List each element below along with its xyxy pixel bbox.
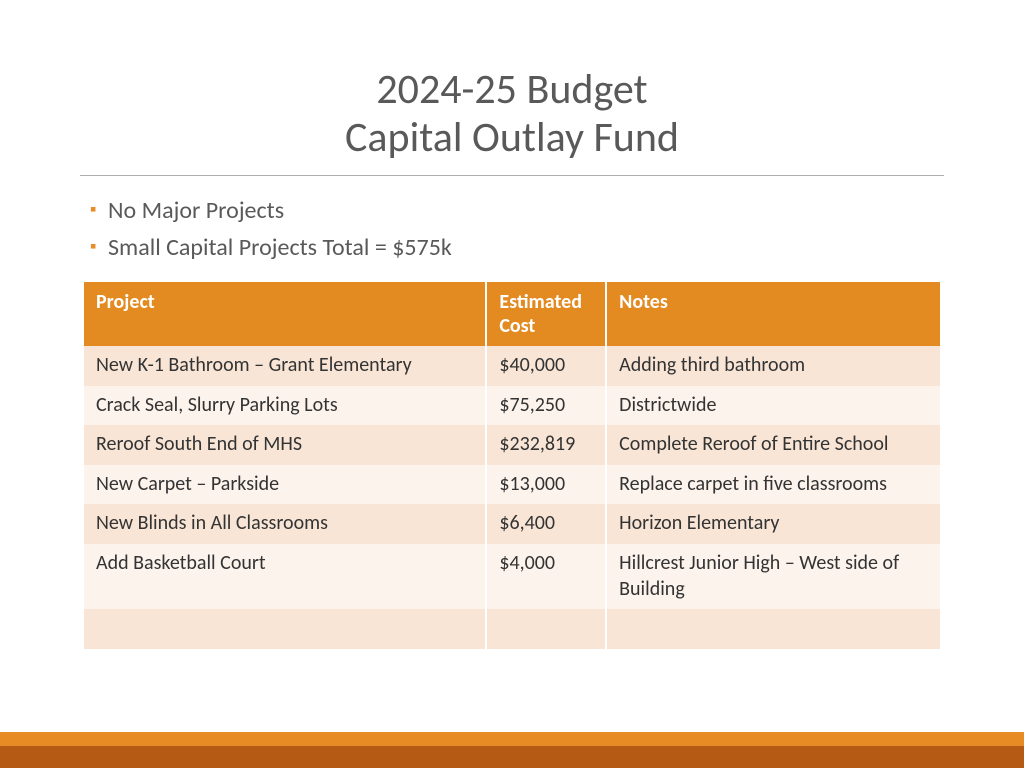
bullet-list: No Major Projects Small Capital Projects… [90, 192, 944, 266]
cell-cost: $13,000 [486, 465, 606, 505]
cell-notes: Districtwide [606, 386, 940, 426]
table-row: New K-1 Bathroom – Grant Elementary$40,0… [84, 346, 940, 386]
cell-notes: Replace carpet in five classrooms [606, 465, 940, 505]
cell-cost: $232,819 [486, 425, 606, 465]
table-row: Reroof South End of MHS$232,819Complete … [84, 425, 940, 465]
bullet-text: Small Capital Projects Total = $575k [108, 233, 452, 262]
title-line1: 2024-25 Budget [376, 64, 647, 115]
cell-project [84, 609, 486, 649]
title-line2: Capital Outlay Fund [345, 112, 679, 163]
footer-accent-bar [0, 732, 1024, 746]
bullet-text: No Major Projects [108, 196, 284, 225]
cell-cost: $6,400 [486, 504, 606, 544]
table-row: New Blinds in All Classrooms$6,400Horizo… [84, 504, 940, 544]
table-row: Crack Seal, Slurry Parking Lots$75,250Di… [84, 386, 940, 426]
cell-notes: Complete Reroof of Entire School [606, 425, 940, 465]
cell-project: Reroof South End of MHS [84, 425, 486, 465]
table-header-row: Project Estimated Cost Notes [84, 282, 940, 346]
col-cost: Estimated Cost [486, 282, 606, 346]
cell-project: New Carpet – Parkside [84, 465, 486, 505]
cell-cost: $4,000 [486, 544, 606, 609]
cell-cost: $75,250 [486, 386, 606, 426]
table-row [84, 609, 940, 649]
slide-title: 2024-25 Budget Capital Outlay Fund [80, 66, 944, 163]
table-row: New Carpet – Parkside$13,000Replace carp… [84, 465, 940, 505]
slide: 2024-25 Budget Capital Outlay Fund No Ma… [0, 0, 1024, 768]
cell-notes: Hillcrest Junior High – West side of Bui… [606, 544, 940, 609]
cell-project: New K-1 Bathroom – Grant Elementary [84, 346, 486, 386]
title-underline [80, 175, 944, 176]
cell-project: Crack Seal, Slurry Parking Lots [84, 386, 486, 426]
cell-project: New Blinds in All Classrooms [84, 504, 486, 544]
cell-project: Add Basketball Court [84, 544, 486, 609]
cell-notes [606, 609, 940, 649]
cell-cost [486, 609, 606, 649]
cell-notes: Horizon Elementary [606, 504, 940, 544]
cell-cost: $40,000 [486, 346, 606, 386]
cell-notes: Adding third bathroom [606, 346, 940, 386]
bullet-item: No Major Projects [90, 192, 944, 229]
col-project: Project [84, 282, 486, 346]
footer-base-bar [0, 746, 1024, 768]
table-row: Add Basketball Court$4,000Hillcrest Juni… [84, 544, 940, 609]
col-notes: Notes [606, 282, 940, 346]
bullet-item: Small Capital Projects Total = $575k [90, 229, 944, 266]
projects-table: Project Estimated Cost Notes New K-1 Bat… [84, 282, 940, 649]
